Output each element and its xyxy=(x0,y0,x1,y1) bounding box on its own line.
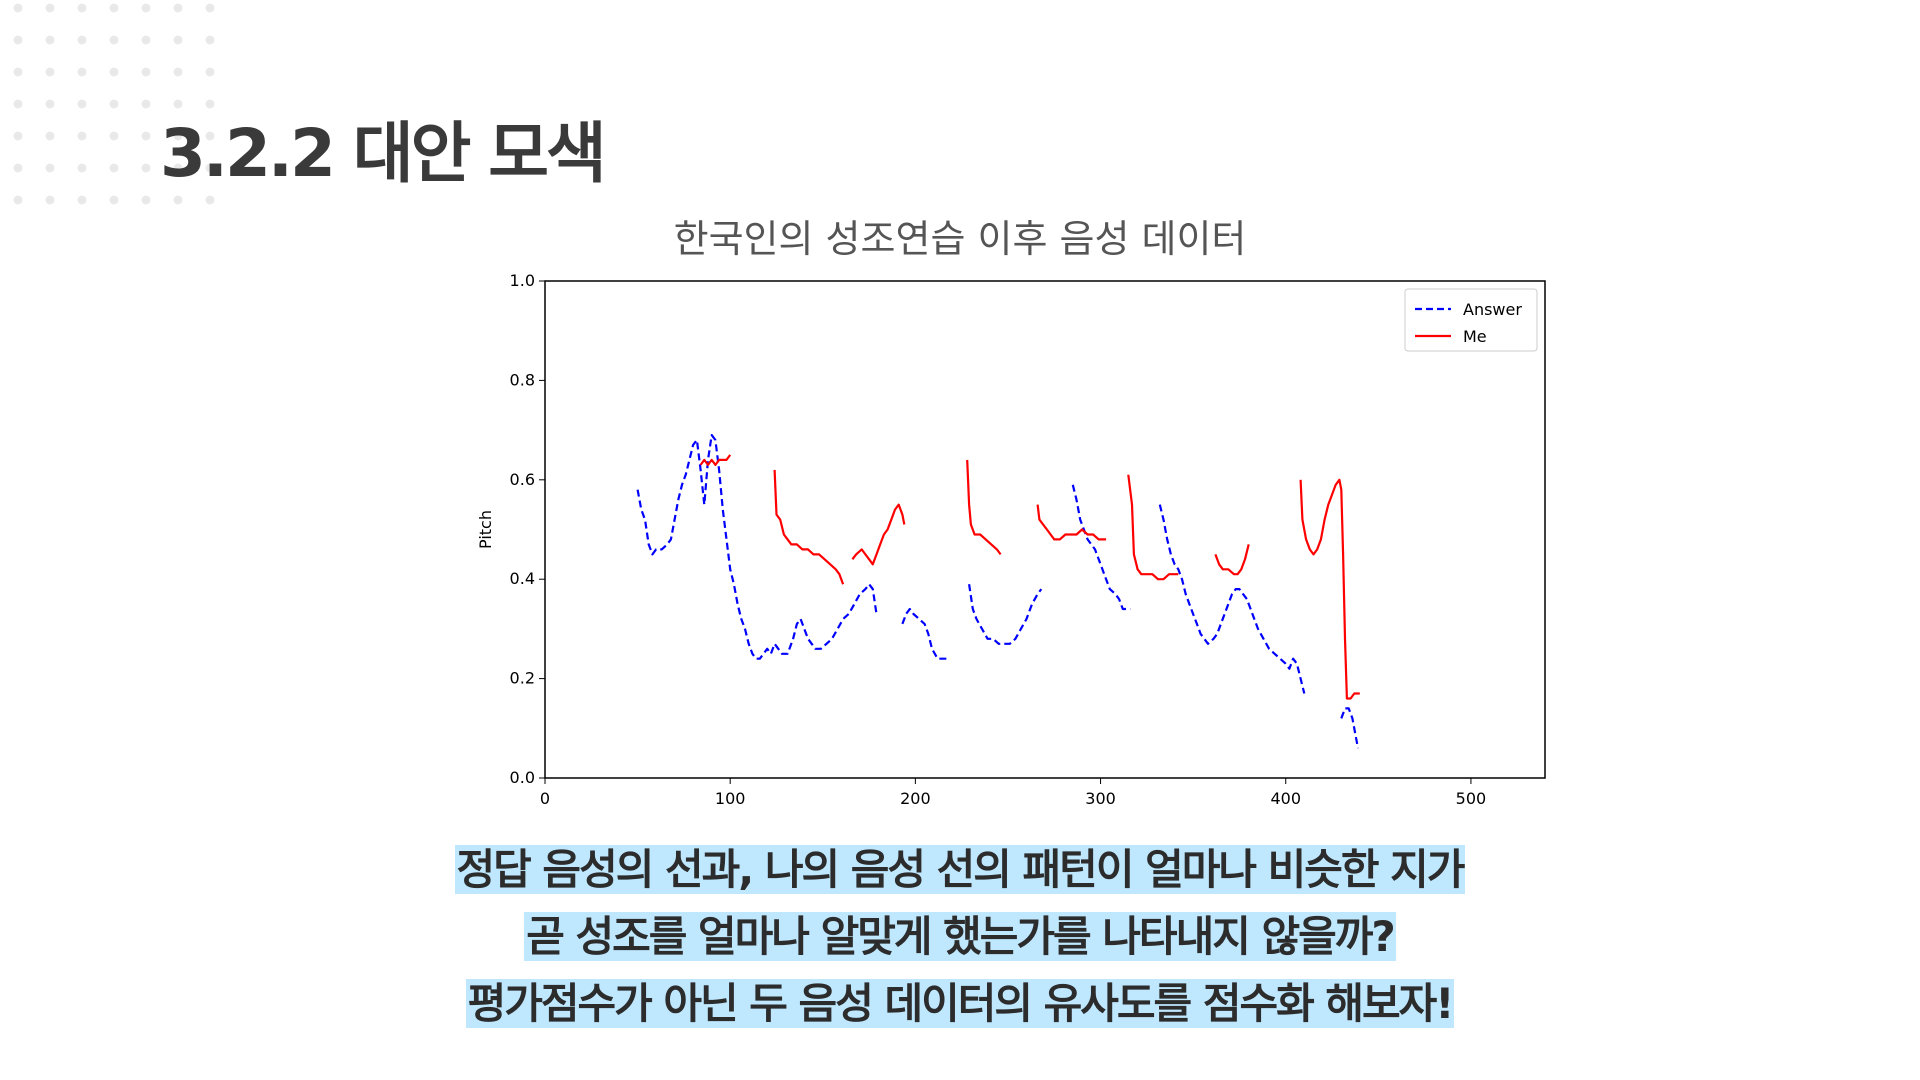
caption-line-2: 곧 성조를 얼마나 알맞게 했는가를 나타내지 않을까? xyxy=(524,912,1396,961)
series-line-answer xyxy=(1340,707,1360,749)
series-line-me xyxy=(699,454,732,466)
x-tick-label: 200 xyxy=(900,789,931,808)
decor-dot xyxy=(141,99,151,109)
decor-dot xyxy=(141,131,151,141)
decor-dot xyxy=(173,195,183,205)
decor-dot xyxy=(109,131,119,141)
decor-dot xyxy=(77,163,87,173)
decor-dot xyxy=(173,3,183,13)
x-tick-label: 400 xyxy=(1270,789,1301,808)
decor-dot xyxy=(205,67,215,77)
decor-dot xyxy=(45,163,55,173)
decor-dot xyxy=(45,99,55,109)
series-line-me xyxy=(1214,544,1250,576)
chart-title: 한국인의 성조연습 이후 음성 데이터 xyxy=(673,217,1247,261)
decor-dot xyxy=(109,99,119,109)
decor-dot xyxy=(109,35,119,45)
x-tick-label: 100 xyxy=(715,789,746,808)
decor-dot xyxy=(13,163,23,173)
decor-dot xyxy=(173,163,183,173)
decor-dot xyxy=(141,67,151,77)
decor-dot xyxy=(13,67,23,77)
series-answer xyxy=(636,434,1360,749)
decor-dot xyxy=(109,67,119,77)
decor-dot xyxy=(13,131,23,141)
legend-label-me: Me xyxy=(1463,327,1487,346)
decor-dot xyxy=(109,195,119,205)
series-line-answer xyxy=(968,584,1043,645)
decor-dot xyxy=(45,67,55,77)
decor-dot xyxy=(173,131,183,141)
decor-dot xyxy=(77,99,87,109)
caption-line-1: 정답 음성의 선과, 나의 음성 선의 패턴이 얼마나 비슷한 지가 xyxy=(454,845,1466,894)
decor-dot xyxy=(13,35,23,45)
pitch-line-chart: 0 100 200 300 400 500 0.0 0.2 0.4 0.6 0.8 1.0 Pitch A… xyxy=(476,271,1546,808)
decor-dot xyxy=(13,195,23,205)
decor-dot xyxy=(205,163,215,173)
decor-dot xyxy=(77,131,87,141)
series-line-me xyxy=(1299,478,1360,700)
decor-dot xyxy=(141,35,151,45)
decor-dot xyxy=(109,3,119,13)
decor-dot xyxy=(173,35,183,45)
x-tick-label: 0 xyxy=(540,789,550,808)
decor-dot xyxy=(77,195,87,205)
x-tick-label: 500 xyxy=(1456,789,1487,808)
legend: Answer Me xyxy=(1404,288,1538,352)
decor-dot xyxy=(205,99,215,109)
decor-dot xyxy=(141,3,151,13)
series-line-me xyxy=(966,459,1002,556)
series-line-answer xyxy=(901,607,947,660)
series-line-me xyxy=(1127,474,1179,581)
series-line-answer xyxy=(1071,484,1131,611)
y-tick-label: 0.8 xyxy=(510,370,535,389)
series-line-answer xyxy=(1158,504,1306,694)
y-tick-label: 0.4 xyxy=(510,569,535,588)
series-line-me xyxy=(851,503,906,566)
page-title: 3.2.2 대안 모색 xyxy=(160,115,607,192)
series-me xyxy=(699,454,1360,700)
caption-block: 정답 음성의 선과, 나의 음성 선의 패턴이 얼마나 비슷한 지가 곧 성조를… xyxy=(0,842,1920,1043)
y-tick-label: 1.0 xyxy=(510,271,535,290)
y-tick-label: 0.0 xyxy=(510,768,535,787)
dot-grid-decoration xyxy=(13,3,215,205)
decor-dot xyxy=(141,163,151,173)
decor-dot xyxy=(205,131,215,141)
decor-dot xyxy=(77,35,87,45)
decor-dot xyxy=(45,131,55,141)
decor-dot xyxy=(173,99,183,109)
decor-dot xyxy=(45,195,55,205)
y-axis-label: Pitch xyxy=(476,510,495,549)
decor-dot xyxy=(173,67,183,77)
decor-dot xyxy=(77,3,87,13)
decor-dot xyxy=(109,163,119,173)
y-tick-label: 0.2 xyxy=(510,669,535,688)
decor-dot xyxy=(13,99,23,109)
plot-frame xyxy=(544,280,1546,779)
series-line-answer xyxy=(636,434,878,660)
decor-dot xyxy=(141,195,151,205)
legend-label-answer: Answer xyxy=(1463,300,1522,319)
series-line-me xyxy=(773,469,845,585)
decor-dot xyxy=(77,67,87,77)
x-tick-label: 300 xyxy=(1085,789,1116,808)
series-line-me xyxy=(1036,504,1107,541)
decor-dot xyxy=(45,35,55,45)
decor-dot xyxy=(205,3,215,13)
decor-dot xyxy=(205,195,215,205)
decor-dot xyxy=(13,3,23,13)
caption-line-3: 평가점수가 아닌 두 음성 데이터의 유사도를 점수화 해보자! xyxy=(465,979,1455,1028)
decor-dot xyxy=(45,3,55,13)
decor-dot xyxy=(205,35,215,45)
y-tick-label: 0.6 xyxy=(510,470,535,489)
